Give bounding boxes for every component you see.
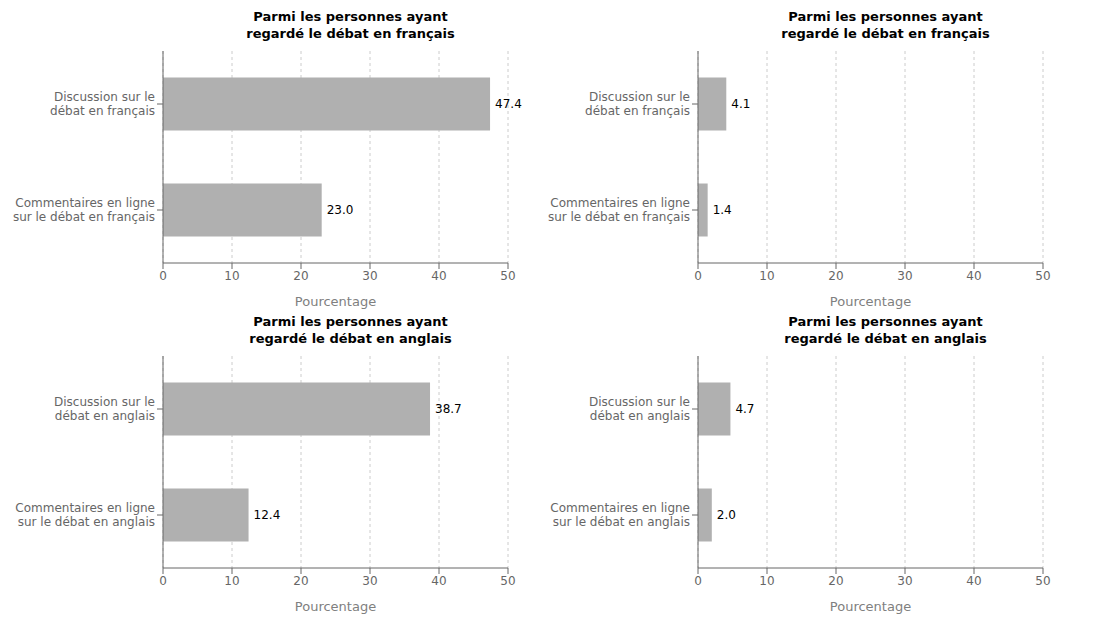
html-text:Parmi les personnes ayant rega: Parmi les personnes ayant regardé le déb… <box>246 9 455 41</box>
svg-text:2.0: 2.0 <box>717 508 736 522</box>
svg-text:Discussion sur ledébat en fran: Discussion sur ledébat en français <box>50 90 155 118</box>
svg-text:0: 0 <box>159 574 167 588</box>
svg-text:1.4: 1.4 <box>713 203 732 217</box>
svg-text:30: 30 <box>897 269 912 283</box>
svg-text:30: 30 <box>362 574 377 588</box>
svg-text:4.1: 4.1 <box>731 97 750 111</box>
svg-text:Commentaires en lignesur le dé: Commentaires en lignesur le débat en ang… <box>15 501 155 529</box>
svg-text:50: 50 <box>1035 574 1050 588</box>
svg-text:Pourcentage: Pourcentage <box>830 294 911 309</box>
svg-text:23.0: 23.0 <box>327 203 354 217</box>
html-text:Parmi les personnes ayant rega: Parmi les personnes ayant regardé le déb… <box>249 314 452 346</box>
svg-text:10: 10 <box>224 269 239 283</box>
svg-text:50: 50 <box>1035 269 1050 283</box>
html-text:Parmi les personnes ayant rega: Parmi les personnes ayant regardé le déb… <box>784 314 987 346</box>
svg-text:Discussion sur ledébat en angl: Discussion sur ledébat en anglais <box>54 395 155 423</box>
svg-text:40: 40 <box>431 269 446 283</box>
svg-text:38.7: 38.7 <box>435 402 462 416</box>
svg-text:Commentaires en lignesur le dé: Commentaires en lignesur le débat en fra… <box>13 196 155 224</box>
svg-text:4.7: 4.7 <box>735 402 754 416</box>
svg-text:40: 40 <box>966 574 981 588</box>
svg-text:Pourcentage: Pourcentage <box>295 599 376 614</box>
svg-text:20: 20 <box>293 269 308 283</box>
svg-text:50: 50 <box>500 574 515 588</box>
svg-text:Pourcentage: Pourcentage <box>830 599 911 614</box>
html-text:Parmi les personnes ayant rega: Parmi les personnes ayant regardé le déb… <box>781 9 990 41</box>
svg-text:Commentaires en lignesur le dé: Commentaires en lignesur le débat en ang… <box>550 501 690 529</box>
svg-text:Discussion sur ledébat en angl: Discussion sur ledébat en anglais <box>589 395 690 423</box>
svg-text:30: 30 <box>897 574 912 588</box>
svg-text:20: 20 <box>293 574 308 588</box>
svg-text:40: 40 <box>966 269 981 283</box>
svg-text:Discussion sur ledébat en fran: Discussion sur ledébat en français <box>585 90 690 118</box>
svg-text:10: 10 <box>759 574 774 588</box>
svg-text:20: 20 <box>828 574 843 588</box>
svg-text:12.4: 12.4 <box>254 508 281 522</box>
svg-text:10: 10 <box>224 574 239 588</box>
svg-text:47.4: 47.4 <box>495 97 522 111</box>
svg-text:Pourcentage: Pourcentage <box>295 294 376 309</box>
svg-text:0: 0 <box>694 269 702 283</box>
svg-text:0: 0 <box>694 574 702 588</box>
svg-text:10: 10 <box>759 269 774 283</box>
svg-text:30: 30 <box>362 269 377 283</box>
svg-text:0: 0 <box>159 269 167 283</box>
svg-text:50: 50 <box>500 269 515 283</box>
svg-text:20: 20 <box>828 269 843 283</box>
svg-text:40: 40 <box>431 574 446 588</box>
svg-text:Commentaires en lignesur le dé: Commentaires en lignesur le débat en fra… <box>548 196 690 224</box>
